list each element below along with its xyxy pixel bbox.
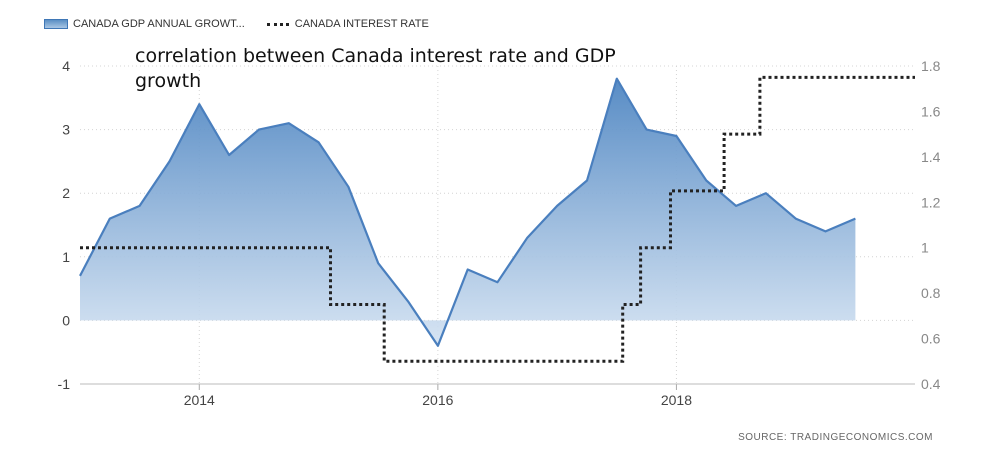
y-left-tick-label: 0 — [62, 312, 70, 328]
y-left-tick-label: 4 — [62, 58, 70, 74]
y-axis-left-ticks: -1 0 1 2 3 4 — [58, 58, 71, 392]
y-right-tick-label: 1.4 — [921, 149, 941, 165]
legend: CANADA GDP ANNUAL GROWT... CANADA INTERE… — [44, 18, 429, 30]
gdp-line — [79, 77, 856, 347]
y-right-tick-label: 1.2 — [921, 194, 941, 210]
x-tick-label: 2018 — [661, 392, 692, 408]
y-right-tick-label: 0.6 — [921, 331, 941, 347]
y-right-tick-label: 1 — [921, 240, 929, 256]
legend-swatch-interest — [266, 22, 289, 26]
x-tick-label: 2014 — [184, 392, 215, 408]
legend-label-interest: CANADA INTEREST RATE — [294, 18, 429, 30]
gdp-area-fill — [80, 78, 856, 346]
legend-label-gdp: CANADA GDP ANNUAL GROWT... — [73, 18, 245, 30]
interest-rate-series — [80, 75, 915, 363]
y-left-tick-label: 3 — [62, 122, 70, 138]
x-axis-ticks: 2014 2016 2018 — [184, 384, 692, 408]
y-right-tick-label: 1.8 — [921, 58, 941, 74]
legend-swatch-gdp — [44, 19, 68, 29]
y-left-tick-label: 1 — [62, 249, 70, 265]
interest-rate-line — [80, 75, 915, 363]
y-left-tick-label: 2 — [62, 185, 70, 201]
x-tick-label: 2016 — [422, 392, 453, 408]
y-axis-right-ticks: 0.4 0.6 0.8 1 1.2 1.4 1.6 1.8 — [921, 58, 941, 392]
y-right-tick-label: 0.4 — [921, 376, 941, 392]
chart-annotation: correlation between Canada interest rate… — [135, 45, 616, 92]
gdp-area-series — [79, 77, 856, 347]
source-label: SOURCE: TRADINGECONOMICS.COM — [738, 432, 933, 443]
y-right-tick-label: 0.8 — [921, 285, 941, 301]
y-left-tick-label: -1 — [58, 376, 71, 392]
y-right-tick-label: 1.6 — [921, 103, 941, 119]
